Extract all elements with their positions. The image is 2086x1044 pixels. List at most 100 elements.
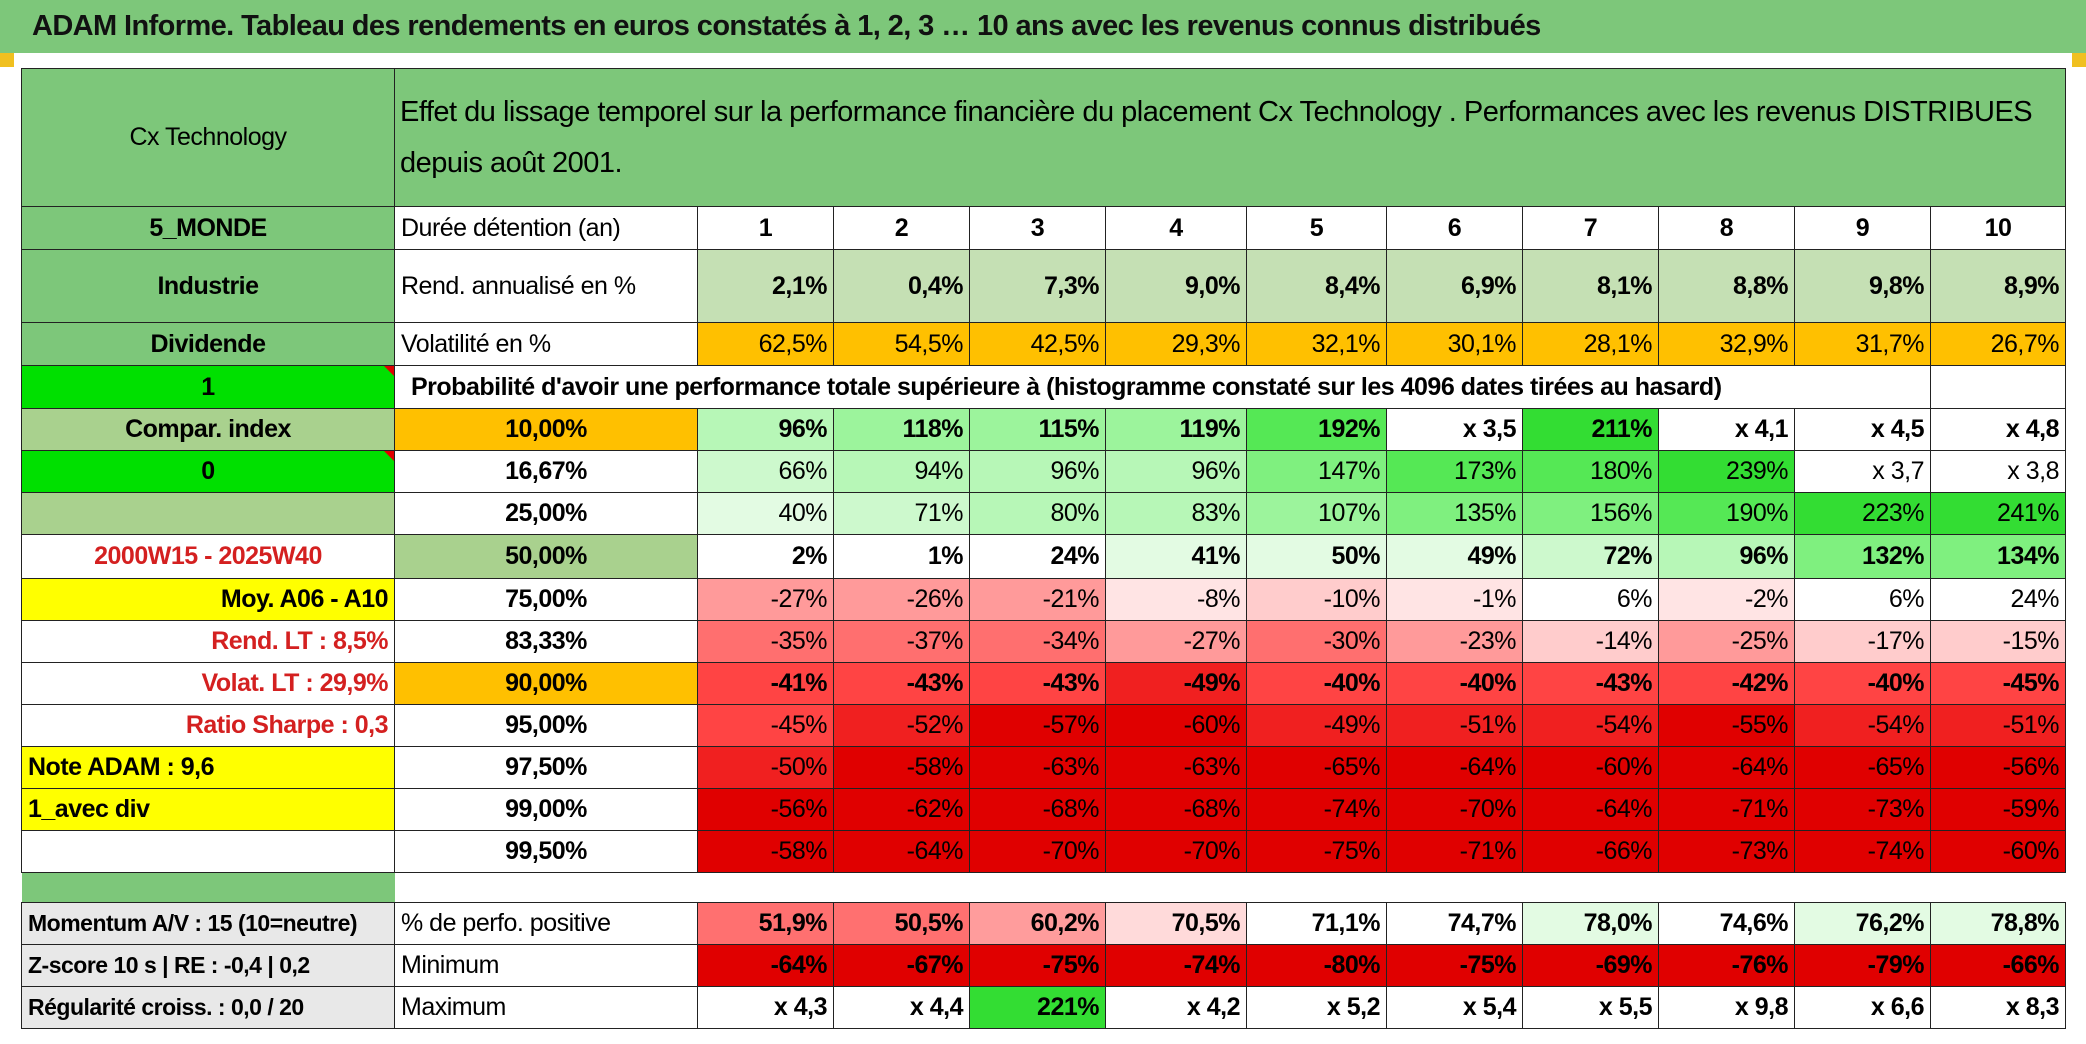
performance-value: -40% (1794, 662, 1931, 705)
performance-value: -23% (1386, 620, 1523, 663)
performance-value: -62% (833, 788, 970, 831)
yield-value: 8,9% (1930, 249, 2066, 323)
performance-value: -40% (1246, 662, 1387, 705)
flag-0-cell: 0 (21, 450, 395, 493)
stats-value: -79% (1794, 944, 1931, 987)
stats-value: x 5,4 (1386, 986, 1523, 1029)
performance-value: 147% (1246, 450, 1387, 493)
zone-cell: 5_MONDE (21, 206, 395, 250)
volatility-value: 32,1% (1246, 322, 1387, 366)
description-text: Effet du lissage temporel sur la perform… (400, 95, 2033, 179)
stats-value: 50,5% (833, 902, 970, 945)
performance-value: -42% (1658, 662, 1795, 705)
performance-value: -60% (1522, 746, 1659, 789)
performance-value: -64% (1658, 746, 1795, 789)
performance-value: -60% (1930, 830, 2066, 873)
probability-row: Moy. A06 - A10 75,00% -27% -26% -21% -8% -10% -… (21, 578, 2066, 621)
performance-value: -58% (833, 746, 970, 789)
performance-value: -27% (697, 578, 834, 621)
performance-value: 96% (1105, 450, 1247, 493)
performance-value: -27% (1105, 620, 1247, 663)
performance-value: 115% (969, 408, 1106, 451)
performance-value: -14% (1522, 620, 1659, 663)
performance-value: -43% (1522, 662, 1659, 705)
performance-value: -35% (697, 620, 834, 663)
performance-value: x 3,5 (1386, 408, 1523, 451)
performance-value: x 3,8 (1930, 450, 2066, 493)
probability-threshold: 90,00% (394, 662, 698, 705)
performance-value: -1% (1386, 578, 1523, 621)
duration-header: 3 (969, 206, 1106, 250)
stats-value: 70,5% (1105, 902, 1247, 945)
sector-cell: Industrie (21, 249, 395, 323)
stats-value: x 4,3 (697, 986, 834, 1029)
performance-value: -70% (1105, 830, 1247, 873)
duration-header: 2 (833, 206, 970, 250)
performance-value: -60% (1105, 704, 1247, 747)
performance-value: -73% (1658, 830, 1795, 873)
performance-value: -54% (1522, 704, 1659, 747)
report-title-text: ADAM Informe. Tableau des rendements en … (32, 10, 1541, 42)
stats-value: x 8,3 (1930, 986, 2066, 1029)
average-cell: Moy. A06 - A10 (21, 578, 395, 621)
performance-value: -55% (1658, 704, 1795, 747)
performance-value: -71% (1386, 830, 1523, 873)
yield-value: 2,1% (697, 249, 834, 323)
adam-note-cell: Note ADAM : 9,6 (21, 746, 395, 789)
performance-value: -68% (1105, 788, 1247, 831)
performance-value: -75% (1246, 830, 1387, 873)
compar-index-cell: Compar. index (21, 408, 395, 451)
performance-value: -65% (1246, 746, 1387, 789)
stats-left-label: Z-score 10 s | RE : -0,4 | 0,2 (21, 944, 395, 987)
performance-value: 83% (1105, 492, 1247, 535)
empty-cell (1930, 365, 2066, 409)
volatility-value: 29,3% (1105, 322, 1247, 366)
duration-header: 6 (1386, 206, 1523, 250)
yield-value: 7,3% (969, 249, 1106, 323)
spacer-cell (21, 872, 395, 903)
yield-label: Rend. annualisé en % (394, 249, 698, 323)
performance-value: -49% (1246, 704, 1387, 747)
stats-left-label: Momentum A/V : 15 (10=neutre) (21, 902, 395, 945)
stats-value: 74,7% (1386, 902, 1523, 945)
performance-value: -50% (697, 746, 834, 789)
probability-threshold: 95,00% (394, 704, 698, 747)
performance-value: 49% (1386, 534, 1523, 579)
probability-threshold: 99,50% (394, 830, 698, 873)
performance-value: 6% (1522, 578, 1659, 621)
performance-value: -54% (1794, 704, 1931, 747)
stats-value: -75% (1386, 944, 1523, 987)
performance-value: -41% (697, 662, 834, 705)
long-term-yield-cell: Rend. LT : 8,5% (21, 620, 395, 663)
performance-value: 119% (1105, 408, 1247, 451)
performance-value: 41% (1105, 534, 1247, 579)
probability-threshold: 50,00% (394, 534, 698, 579)
stats-value: 71,1% (1246, 902, 1387, 945)
performance-value: -65% (1794, 746, 1931, 789)
probability-threshold: 25,00% (394, 492, 698, 535)
yield-value: 0,4% (833, 249, 970, 323)
probability-threshold: 10,00% (394, 408, 698, 451)
fund-name-cell: Cx Technology (21, 68, 395, 207)
performance-value: 239% (1658, 450, 1795, 493)
duration-header: 9 (1794, 206, 1931, 250)
stats-value: -76% (1658, 944, 1795, 987)
performance-value: x 3,7 (1794, 450, 1931, 493)
stats-value: 60,2% (969, 902, 1106, 945)
performance-value: 107% (1246, 492, 1387, 535)
probability-row: Ratio Sharpe : 0,3 95,00% -45% -52% -57% -60%… (21, 704, 2066, 747)
yield-value: 6,9% (1386, 249, 1523, 323)
stats-value: x 5,5 (1522, 986, 1659, 1029)
performance-value: -51% (1386, 704, 1523, 747)
duration-header: 1 (697, 206, 834, 250)
performance-value: -25% (1658, 620, 1795, 663)
performance-value: -74% (1246, 788, 1387, 831)
performance-value: 50% (1246, 534, 1387, 579)
probability-row: 99,50% -58% -64% -70% -70% -75% -71% -66% -73% -7… (21, 830, 2066, 873)
stats-label: Minimum (394, 944, 698, 987)
duration-header: 8 (1658, 206, 1795, 250)
performance-value: x 4,1 (1658, 408, 1795, 451)
stats-value: -67% (833, 944, 970, 987)
probability-row: Rend. LT : 8,5% 83,33% -35% -37% -34% -27% -30… (21, 620, 2066, 663)
performance-value: 94% (833, 450, 970, 493)
